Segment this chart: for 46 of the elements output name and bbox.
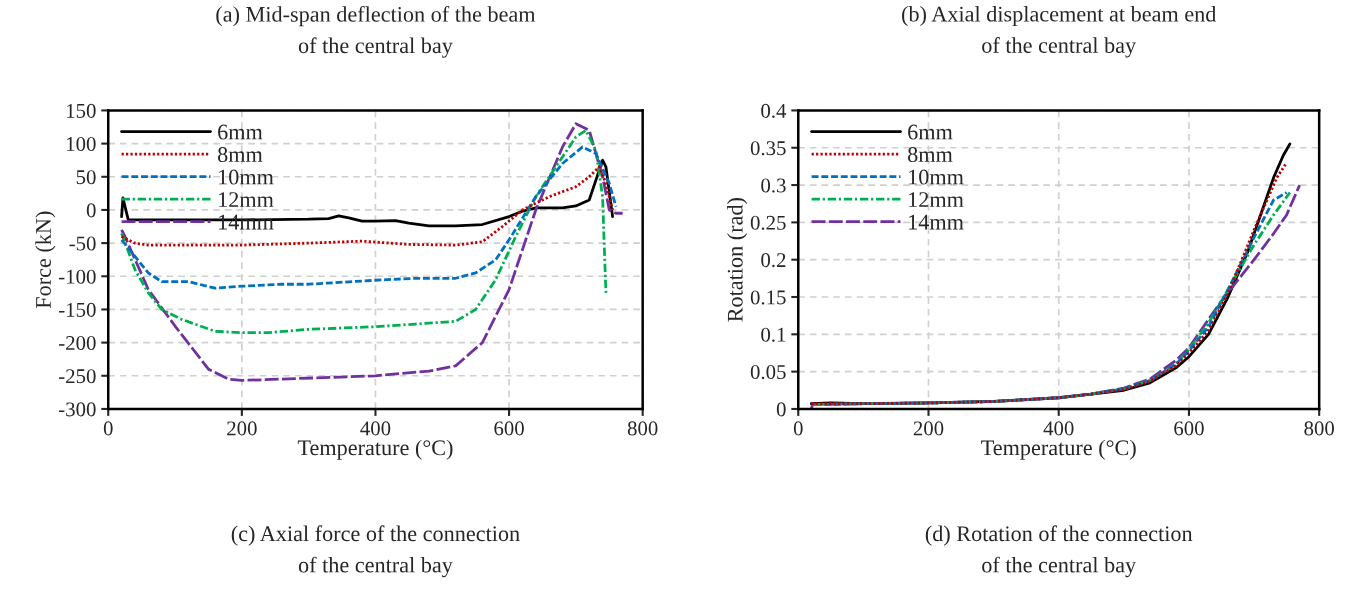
x-tick-label: 400 bbox=[360, 421, 391, 436]
y-tick-label: 150 bbox=[67, 103, 96, 118]
y-tick-label: -300 bbox=[59, 402, 96, 417]
x-tick-label: 200 bbox=[227, 421, 257, 436]
y-tick-label: 0.2 bbox=[761, 253, 786, 268]
y-tick-label: 0.15 bbox=[750, 290, 786, 305]
x-tick-label: 800 bbox=[1304, 421, 1335, 436]
legend-label: 12mm bbox=[909, 192, 964, 207]
y-tick-label: 100 bbox=[67, 136, 96, 152]
x-tick-label: 0 bbox=[103, 421, 113, 436]
text: (a) Mid-span deflection of the beam of the central bay bbox=[216, 5, 536, 58]
y-tick-label: -250 bbox=[59, 369, 96, 384]
legend-label: 10mm bbox=[909, 169, 964, 185]
text: (b) Axial displacement at beam end of the central bay bbox=[902, 5, 1217, 58]
y-tick-label: -200 bbox=[59, 335, 96, 351]
x-tick-label: 600 bbox=[494, 421, 524, 436]
y-tick-label: 0.25 bbox=[750, 215, 786, 230]
x-axis-title: Temperature (°C) bbox=[981, 439, 1136, 460]
y-tick-label: 50 bbox=[76, 170, 96, 185]
x-tick-label: 200 bbox=[913, 421, 944, 436]
text: (d) Rotation of the connection of the central bay bbox=[925, 525, 1193, 578]
y-tick-label: 0.3 bbox=[761, 178, 786, 193]
y-tick-label: 0.35 bbox=[750, 141, 786, 156]
y-tick-label: 0.05 bbox=[750, 365, 786, 380]
legend-label: 14mm bbox=[909, 214, 964, 230]
legend-label: 10mm bbox=[219, 169, 274, 185]
y-tick-label: 0.4 bbox=[761, 103, 787, 118]
legend-label: 6mm bbox=[908, 124, 953, 140]
y-tick-label: -50 bbox=[69, 236, 96, 251]
y-tick-label: 0.1 bbox=[761, 327, 786, 342]
x-axis-title: Temperature (°C) bbox=[297, 439, 453, 460]
x-tick-label: 400 bbox=[1043, 421, 1074, 436]
y-axis-title: Rotation (rad) bbox=[727, 198, 748, 322]
y-tick-label: 0 bbox=[776, 402, 786, 417]
x-tick-label: 0 bbox=[793, 421, 803, 436]
y-tick-label: 0 bbox=[86, 203, 96, 218]
x-tick-label: 600 bbox=[1174, 421, 1204, 436]
y-tick-label: -150 bbox=[59, 302, 96, 317]
y-tick-label: -100 bbox=[59, 269, 96, 284]
legend-label: 8mm bbox=[217, 147, 263, 163]
text: (c) Axial force of the connection of the central bay bbox=[231, 525, 520, 578]
y-axis-title: Force (kN) bbox=[35, 211, 56, 309]
legend-label: 6mm bbox=[218, 124, 263, 140]
legend-label: 8mm bbox=[908, 147, 953, 163]
legend-label: 12mm bbox=[219, 192, 274, 207]
x-tick-label: 800 bbox=[627, 421, 658, 436]
